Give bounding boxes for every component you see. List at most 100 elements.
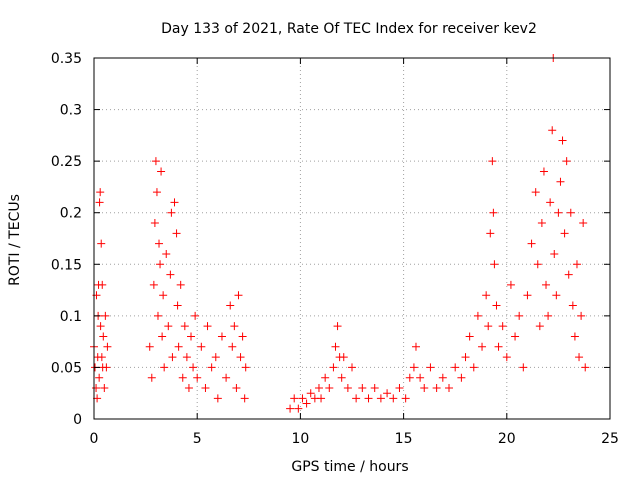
data-point	[546, 198, 555, 207]
y-tick-label: 0.3	[60, 103, 82, 119]
data-point	[201, 384, 210, 393]
data-point	[490, 260, 499, 269]
data-point	[478, 342, 487, 351]
data-point	[482, 291, 491, 300]
data-point	[166, 270, 175, 279]
x-tick-label: 25	[601, 431, 619, 447]
data-point	[98, 280, 107, 289]
data-point	[191, 311, 200, 320]
data-point	[302, 399, 311, 408]
data-point	[317, 394, 326, 403]
data-point	[409, 363, 418, 372]
data-point	[321, 373, 330, 382]
data-point	[184, 384, 193, 393]
x-tick-label: 10	[291, 431, 309, 447]
data-point	[577, 311, 586, 320]
y-tick-label: 0	[73, 412, 82, 428]
data-point	[566, 208, 575, 217]
data-point	[568, 301, 577, 310]
y-axis-label: ROTI / TECUs	[7, 194, 23, 286]
data-point	[515, 311, 524, 320]
data-point	[438, 373, 447, 382]
data-point	[213, 394, 222, 403]
data-point	[445, 384, 454, 393]
data-point	[469, 363, 478, 372]
data-point	[150, 219, 159, 228]
data-point	[173, 301, 182, 310]
data-point	[182, 353, 191, 362]
data-point	[286, 404, 295, 413]
data-point	[572, 260, 581, 269]
data-point	[298, 394, 307, 403]
data-point	[147, 373, 156, 382]
data-point	[234, 291, 243, 300]
data-point	[155, 239, 164, 248]
data-point	[149, 280, 158, 289]
data-point	[333, 322, 342, 331]
x-tick-label: 5	[193, 431, 202, 447]
data-point	[145, 342, 154, 351]
data-point	[228, 342, 237, 351]
data-point	[358, 384, 367, 393]
data-point	[157, 167, 166, 176]
data-point	[95, 198, 104, 207]
data-point	[164, 322, 173, 331]
data-point	[527, 239, 536, 248]
data-point	[153, 311, 162, 320]
data-point	[562, 157, 571, 166]
data-point	[96, 322, 105, 331]
data-point	[489, 208, 498, 217]
data-point	[325, 384, 334, 393]
data-point	[465, 332, 474, 341]
data-point	[581, 363, 590, 372]
data-point	[172, 229, 181, 238]
data-point	[556, 177, 565, 186]
data-point	[158, 332, 167, 341]
data-point	[168, 353, 177, 362]
data-point	[494, 342, 503, 351]
data-point	[230, 322, 239, 331]
data-point	[550, 249, 559, 258]
data-point	[101, 311, 110, 320]
data-point	[426, 363, 435, 372]
data-point	[564, 270, 573, 279]
data-point	[473, 311, 482, 320]
data-point	[533, 260, 542, 269]
data-point	[226, 301, 235, 310]
y-tick-label: 0.05	[51, 360, 82, 376]
data-point	[290, 394, 299, 403]
data-point	[174, 342, 183, 351]
data-point	[178, 373, 187, 382]
data-point	[151, 157, 160, 166]
data-point	[189, 363, 198, 372]
data-point	[180, 322, 189, 331]
data-point	[294, 404, 303, 413]
data-point	[506, 280, 515, 289]
data-point	[364, 394, 373, 403]
data-point	[92, 384, 101, 393]
data-point	[99, 332, 108, 341]
data-point	[211, 353, 220, 362]
data-point	[222, 373, 231, 382]
data-point	[156, 260, 165, 269]
data-point	[395, 384, 404, 393]
data-point	[537, 219, 546, 228]
x-axis-label: GPS time / hours	[291, 459, 408, 475]
chart-title: Day 133 of 2021, Rate Of TEC Index for r…	[161, 21, 537, 37]
data-point	[352, 394, 361, 403]
data-point	[554, 208, 563, 217]
data-point	[329, 363, 338, 372]
data-point	[451, 363, 460, 372]
data-point	[331, 342, 340, 351]
data-point	[238, 332, 247, 341]
data-point	[401, 394, 410, 403]
y-tick-label: 0.25	[51, 154, 82, 170]
data-point	[162, 249, 171, 258]
data-point	[488, 157, 497, 166]
data-point	[539, 167, 548, 176]
data-point	[519, 363, 528, 372]
data-point	[193, 373, 202, 382]
data-point	[461, 353, 470, 362]
data-point	[492, 301, 501, 310]
